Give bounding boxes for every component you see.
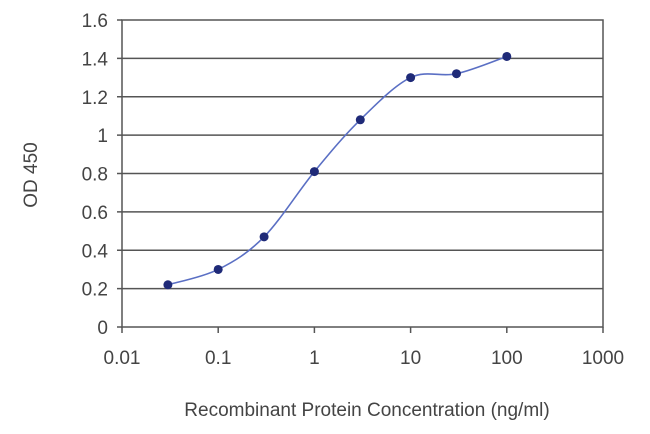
y-axis-ticks: 0 0.2 0.4 0.6 0.8 1 1.2 1.4 1.6 [82, 11, 122, 339]
series-markers [163, 51, 512, 290]
y-tick-label-2: 0.4 [82, 241, 109, 262]
data-point-3 [309, 167, 319, 177]
x-tick-label-2: 1 [309, 348, 320, 369]
y-tick-label-6: 1.2 [82, 88, 108, 109]
data-point-2 [259, 232, 269, 242]
x-axis-title: Recombinant Protein Concentration (ng/ml… [184, 400, 549, 421]
x-axis-ticks: 0.01 0.1 1 10 100 1000 [104, 327, 624, 369]
y-tick-label-5: 1 [97, 126, 108, 147]
series-curve [167, 55, 508, 286]
y-tick-label-1: 0.2 [82, 280, 108, 301]
data-point-5 [406, 73, 416, 83]
x-tick-label-3: 10 [400, 348, 421, 369]
y-tick-label-0: 0 [97, 318, 108, 339]
x-tick-label-4: 100 [491, 348, 523, 369]
data-point-6 [451, 69, 461, 79]
y-tick-label-8: 1.6 [82, 11, 108, 32]
x-tick-label-0: 0.01 [104, 348, 141, 369]
y-tick-label-3: 0.6 [82, 203, 108, 224]
data-point-1 [213, 264, 223, 274]
data-point-0 [163, 280, 173, 290]
y-tick-label-7: 1.4 [82, 49, 109, 70]
data-point-4 [355, 115, 365, 125]
x-tick-label-5: 1000 [582, 348, 624, 369]
x-tick-label-1: 0.1 [205, 348, 231, 369]
y-axis-title: OD 450 [21, 142, 42, 207]
y-tick-label-4: 0.8 [82, 165, 108, 186]
data-point-7 [502, 51, 512, 61]
gridlines [122, 57, 603, 290]
